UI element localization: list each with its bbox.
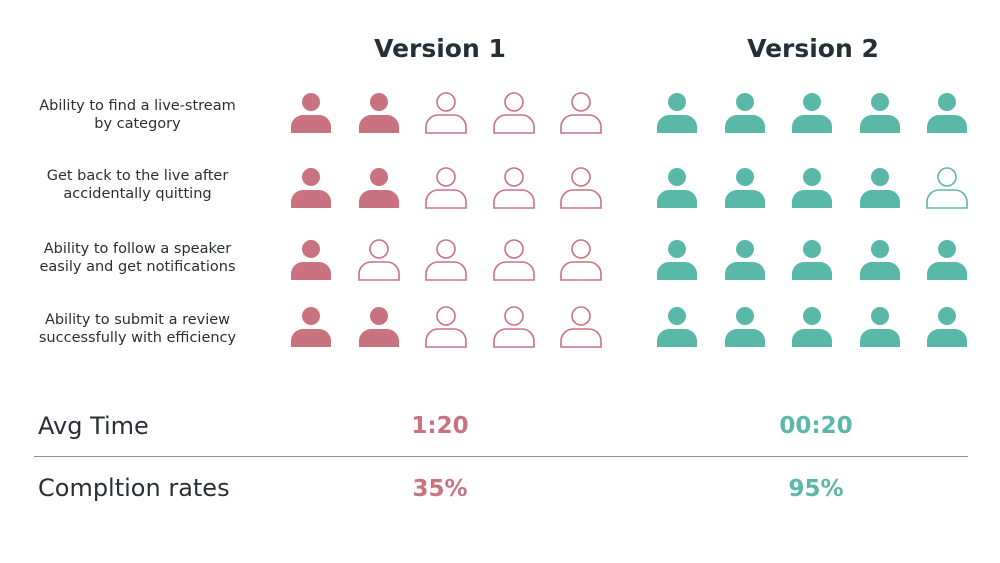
person-icon-v2-success [927,240,967,280]
avg-time-label: Avg Time [38,412,149,440]
person-icon-v1-success [358,93,399,133]
version-2-title: Version 2 [747,34,879,63]
person-icon-v1-fail [560,167,602,209]
person-icon-v2-success [792,168,832,208]
task-label-1-line1: Ability to find a live-stream [39,98,236,114]
task-label-4-line1: Ability to submit a review [44,312,231,328]
person-icon-v2-success [657,93,697,133]
v1-row-1 [289,91,603,135]
person-icon-v1-success [291,307,331,347]
task-label-1-line2: by category [94,116,181,132]
person-icon-v2-success [657,307,697,347]
person-icon-v1-fail [425,239,467,281]
task-label-2-line1: Get back to the live after [46,168,229,184]
person-icon-v1-fail [560,306,602,348]
person-icon-v2-success [859,93,900,133]
v2-row-1 [655,91,969,135]
person-icon-v2-success [724,168,765,208]
task-label-3: Ability to follow a speaker easily and g… [20,240,255,276]
metrics-divider [34,456,968,457]
person-icon-v1-fail [560,239,602,281]
task-label-3-line2: easily and get notifications [39,259,236,275]
person-icon-v1-fail [492,239,535,281]
person-icon-v2-success [859,307,900,347]
person-icon-v1-fail [425,92,467,134]
person-icon-v1-fail [492,167,535,209]
version-1-title: Version 1 [374,34,506,63]
task-label-2: Get back to the live after accidentally … [20,167,255,203]
person-icon-v2-success [792,93,832,133]
person-icon-v2-success [927,307,967,347]
person-icon-v1-fail [425,167,467,209]
task-label-4: Ability to submit a review successfully … [20,311,255,347]
person-icon-v2-success [927,93,967,133]
completion-v1: 35% [412,476,468,502]
task-label-4-line2: successfully with efficiency [38,330,237,346]
person-icon-v1-fail [560,92,602,134]
person-icon-v2-success [657,168,697,208]
person-icon-v2-success [724,93,765,133]
person-icon-v1-success [291,168,331,208]
completion-label: Compltion rates [38,474,230,502]
person-icon-v2-success [657,240,697,280]
completion-v2: 95% [788,476,844,502]
person-icon-v2-success [859,168,900,208]
person-icon-v2-success [792,240,832,280]
person-icon-v1-success [358,168,399,208]
person-icon-v1-fail [492,92,535,134]
avg-time-v2: 00:20 [779,413,853,439]
person-icon-v1-success [291,240,331,280]
v2-row-4 [655,305,969,349]
person-icon-v2-success [792,307,832,347]
person-icon-v1-success [358,307,399,347]
person-icon-v2-fail [926,167,968,209]
person-icon-v1-fail [492,306,535,348]
person-icon-v2-success [724,240,765,280]
v1-row-2 [289,166,603,210]
person-icon-v2-success [724,307,765,347]
task-label-2-line2: accidentally quitting [63,186,212,202]
v1-row-3 [289,238,603,282]
person-icon-v1-fail [357,239,400,281]
avg-time-v1: 1:20 [411,413,469,439]
person-icon-v1-fail [425,306,467,348]
task-label-1: Ability to find a live-stream by categor… [20,97,255,133]
task-label-3-line1: Ability to follow a speaker [43,241,232,257]
v2-row-2 [655,166,969,210]
v2-row-3 [655,238,969,282]
person-icon-v2-success [859,240,900,280]
v1-row-4 [289,305,603,349]
person-icon-v1-success [291,93,331,133]
